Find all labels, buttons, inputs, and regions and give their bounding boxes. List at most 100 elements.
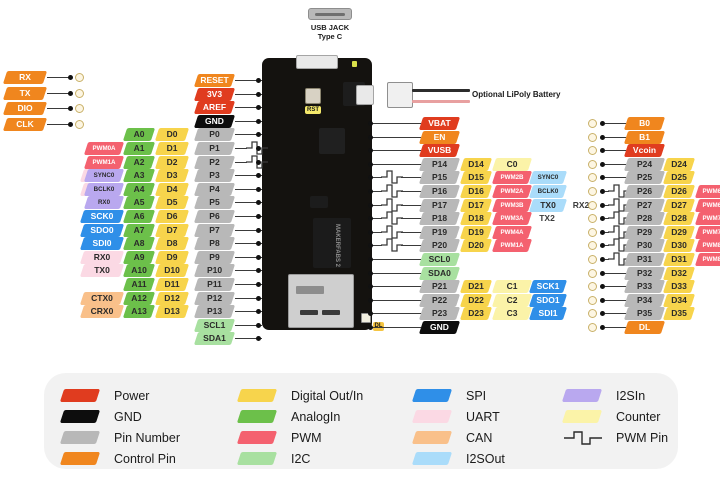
left-wire-0: [235, 80, 262, 81]
right-wire-10: [372, 259, 421, 260]
right-pin-vbat-text: VBAT: [428, 118, 451, 128]
left-tag-p6-sck0: SCK0: [79, 210, 125, 223]
left-pin-scl1: SCL1: [193, 319, 236, 332]
usb-jack-caption-line2: Type C: [317, 32, 343, 41]
right-wire-a-8: [372, 232, 382, 233]
right-dot-5: [368, 189, 373, 194]
left-wire-9: [235, 202, 262, 203]
right-pin-p22: P22: [418, 294, 461, 307]
left-pin-p0: P0: [193, 128, 236, 141]
right-dot-6: [368, 203, 373, 208]
left-pin-p8-text: P8: [209, 238, 220, 248]
pwm-wave-icon-right-9: [381, 238, 403, 252]
left-tag-p12-d12-text: D12: [164, 293, 180, 303]
far-tag-p27-pwm6b-text: PWM6B: [702, 202, 720, 209]
far-pin-p31-text: P31: [636, 254, 653, 264]
right-tag-p17-pwm3b-text: PWM3B: [500, 202, 524, 209]
left-dot-5: [256, 146, 261, 151]
right-tag-p16-bclk0-text: BCLK0: [537, 188, 559, 195]
left-tag-p12-ctx0-text: CTX0: [91, 293, 113, 303]
left-tag-p7-d7-text: D7: [166, 225, 178, 235]
far-wire-a-7: [605, 218, 609, 219]
far-tag-p35-d35: D35: [662, 307, 696, 320]
topleft-wire-3: [47, 124, 69, 125]
right-tag-p21-d21-text: D21: [468, 281, 484, 291]
topleft-wire-1: [47, 93, 69, 94]
battery-wire-red: [412, 100, 470, 103]
legend-label-analogin: AnalogIn: [291, 410, 341, 424]
usb-jack-caption-line1: USB JACK: [310, 23, 350, 32]
legend-label-gnd: GND: [114, 410, 142, 424]
right-dot-9: [368, 243, 373, 248]
left-tag-p0-a0-text: A0: [133, 129, 145, 139]
pwm-wave-icon-right-6: [381, 198, 403, 212]
right-pin-p17: P17: [418, 199, 461, 212]
left-tag-p10-a10: A10: [122, 264, 156, 277]
usb-jack-icon: [308, 8, 352, 20]
left-tag-p5-d5-text: D5: [166, 197, 178, 207]
left-wire-4: [235, 134, 262, 135]
far-wire-3: [605, 164, 626, 165]
reset-button[interactable]: [305, 88, 321, 104]
right-dot-15: [368, 325, 373, 330]
left-tag-p13-crx0: CRX0: [79, 305, 125, 318]
right-dot-3: [368, 162, 373, 167]
left-tag-p6-d6: D6: [154, 210, 190, 223]
far-tag-p31-d31-text: D31: [671, 254, 687, 264]
left-pin-reset-text: RESET: [200, 75, 229, 85]
topleft-pin-clk-text: CLK: [16, 119, 34, 129]
far-dot-0: [600, 121, 605, 126]
left-wire-14: [235, 270, 262, 271]
legend-swatch-i2c: [236, 452, 278, 465]
left-pin-p11-text: P11: [207, 279, 222, 289]
right-pin-en: EN: [418, 131, 461, 144]
pwm-wave-icon-far-8: [608, 225, 630, 239]
left-tag-p4-d4-text: D4: [166, 184, 178, 194]
far-pin-p32: P32: [623, 267, 666, 280]
right-tag-p15-d15-text: D15: [468, 172, 484, 182]
far-hole-9: [588, 241, 597, 250]
left-tag-p12-a12: A12: [122, 292, 156, 305]
legend-label-spi: SPI: [466, 389, 487, 403]
left-tag-p1-pwm0a: PWM0A: [83, 142, 125, 155]
right-tag-p18-pwm3a-text: PWM3A: [500, 215, 524, 222]
left-pin-sda1-text: SDA1: [203, 333, 226, 343]
legend-swatch-power: [59, 389, 101, 402]
right-tag-p22-d22: D22: [459, 294, 493, 307]
ic-small-top: [319, 128, 345, 154]
far-pin-dl-text: DL: [638, 322, 651, 332]
left-pin-p3-text: P3: [209, 170, 220, 180]
legend-label-pwm-pin: PWM Pin: [616, 431, 669, 445]
far-tag-p34-d34: D34: [662, 294, 696, 307]
left-pin-p3: P3: [193, 169, 236, 182]
right-tag-p15-d15: D15: [459, 171, 493, 184]
topleft-wire-2: [47, 108, 69, 109]
pwm-wave-icon-right-4: [381, 170, 403, 184]
left-dot-18: [256, 323, 261, 328]
right-tag-p19-d19: D19: [459, 226, 493, 239]
left-pin-p13-text: P13: [206, 306, 223, 316]
legend-swatch-spi: [411, 389, 453, 402]
far-dot-2: [600, 148, 605, 153]
far-wire-0: [605, 123, 626, 124]
far-wire-a-9: [605, 245, 609, 246]
usb-jack-caption: USB JACK Type C: [288, 23, 372, 41]
right-tag-p18-d18: D18: [459, 212, 493, 225]
left-pin-p8: P8: [193, 237, 236, 250]
left-tag-p8-sdi0-text: SDI0: [92, 238, 112, 248]
right-dot-12: [368, 284, 373, 289]
right-dot-13: [368, 298, 373, 303]
legend-label-i2c: I2C: [291, 452, 311, 466]
pwm-wave-icon-far-6: [608, 198, 630, 212]
legend-swatch-analogin: [236, 410, 278, 423]
pwm-wave-icon-far-5: [608, 184, 630, 198]
far-hole-1: [588, 133, 597, 142]
far-pin-p33-text: P33: [636, 281, 653, 291]
right-dot-7: [368, 216, 373, 221]
topleft-pin-tx-text: TX: [19, 88, 31, 98]
far-tag-p25-d25-text: D25: [671, 172, 687, 182]
left-tag-p9-d9: D9: [154, 251, 190, 264]
topleft-hole-0: [75, 73, 84, 82]
left-tag-p7-d7: D7: [154, 224, 190, 237]
far-pin-p27-text: P27: [636, 200, 653, 210]
